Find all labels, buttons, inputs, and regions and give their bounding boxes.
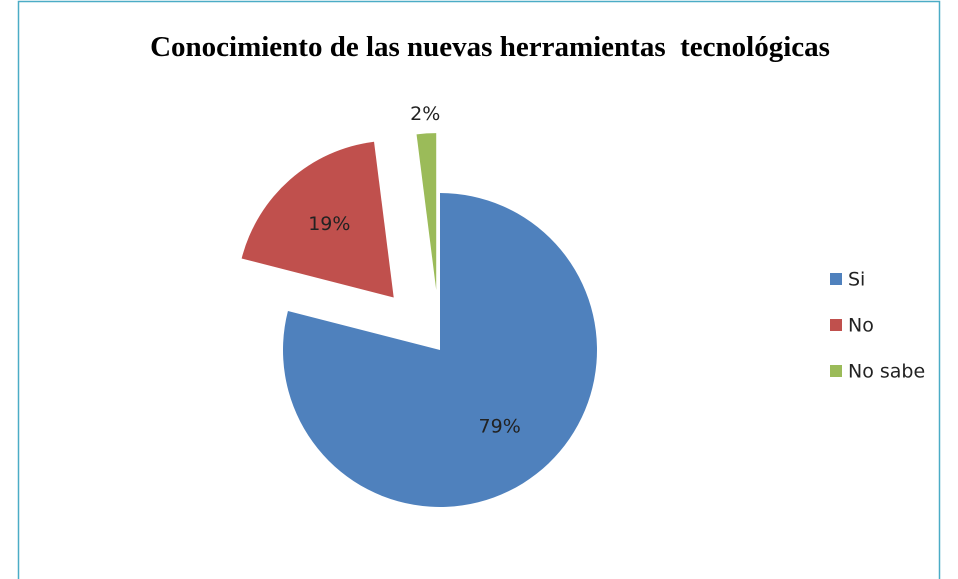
data-label: 79% (479, 415, 521, 437)
legend-swatch (830, 273, 842, 285)
chart-title: Conocimiento de las nuevas herramientas … (150, 31, 830, 63)
legend-swatch (830, 365, 842, 377)
data-label: 19% (308, 213, 350, 235)
pie-slice (283, 193, 598, 507)
legend-label: Si (848, 269, 865, 291)
legend-swatch (830, 319, 842, 331)
legend-label: No (848, 315, 874, 337)
pie-slice (241, 141, 394, 298)
data-label: 2% (410, 103, 440, 125)
legend-label: No sabe (848, 361, 925, 383)
pie-slice (416, 133, 437, 291)
